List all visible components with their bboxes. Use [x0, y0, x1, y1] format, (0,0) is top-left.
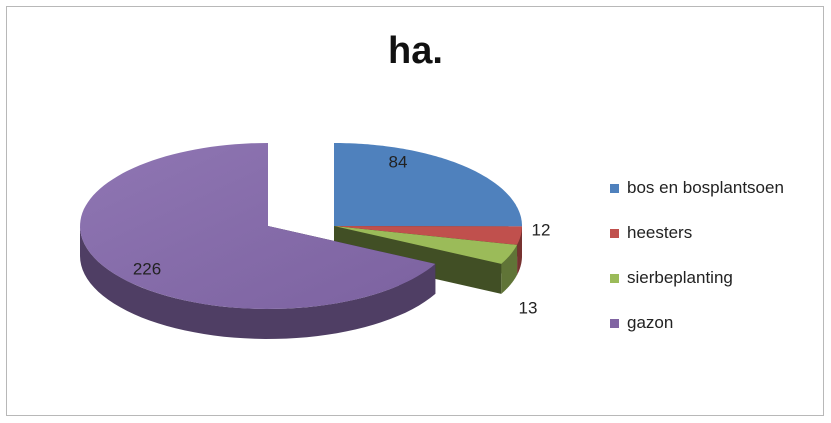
legend-item: gazon	[610, 311, 784, 335]
legend-item: sierbeplanting	[610, 266, 784, 290]
legend-label: sierbeplanting	[627, 268, 733, 287]
pie-slice-top	[80, 143, 436, 309]
pie-slice-top	[334, 143, 522, 227]
legend-item: bos en bosplantsoen	[610, 176, 784, 200]
legend-swatch-icon	[610, 273, 619, 283]
pie-slice	[80, 143, 436, 339]
legend-swatch-icon	[610, 228, 619, 238]
legend-label: heesters	[627, 223, 693, 242]
legend-swatch-icon	[610, 318, 619, 328]
legend-label: gazon	[627, 313, 674, 332]
data-label: 13	[519, 298, 538, 317]
data-label: 226	[133, 259, 161, 278]
pie-slice-rim	[501, 244, 518, 294]
pie-slice-top	[334, 226, 522, 245]
legend-swatch-icon	[610, 183, 619, 193]
legend-label: bos en bosplantsoen	[627, 178, 784, 197]
pie-slice-rim	[517, 226, 522, 275]
data-label: 12	[532, 220, 551, 239]
chart-legend: bos en bosplantsoen heesters sierbeplant…	[610, 176, 784, 356]
data-label: 84	[389, 152, 408, 171]
pie-slice-top	[334, 226, 518, 264]
legend-item: heesters	[610, 221, 784, 245]
chart-title: ha.	[388, 30, 443, 72]
pie-slice-rim	[80, 226, 436, 339]
